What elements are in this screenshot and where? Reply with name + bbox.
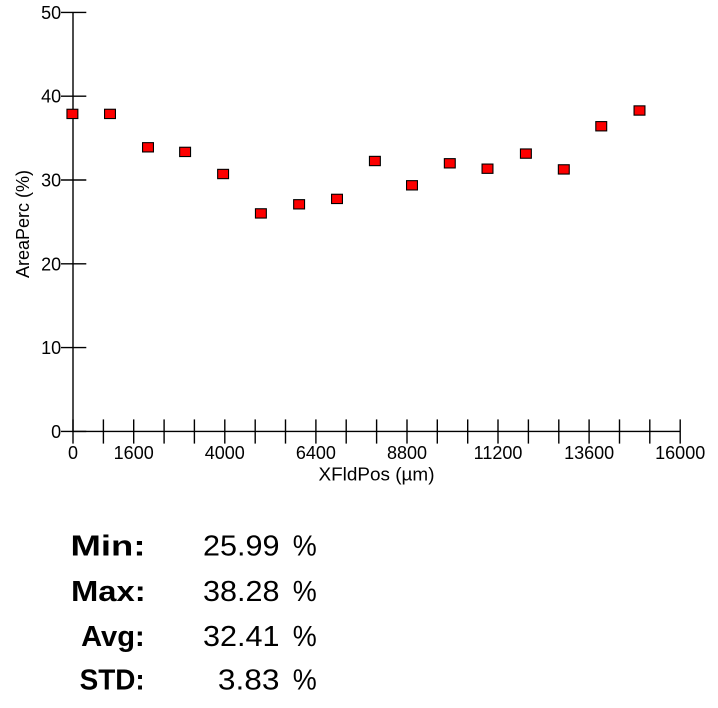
svg-text:1600: 1600: [114, 443, 154, 463]
svg-text:6400: 6400: [296, 443, 336, 463]
svg-text:32.41: 32.41: [203, 621, 280, 653]
svg-text:50: 50: [41, 3, 61, 23]
svg-text:0: 0: [68, 443, 78, 463]
svg-text:3.83: 3.83: [218, 665, 280, 697]
svg-text:Avg:: Avg:: [81, 621, 145, 653]
svg-text:4000: 4000: [205, 443, 245, 463]
svg-text:25.99: 25.99: [203, 531, 280, 563]
svg-text:STD:: STD:: [80, 665, 145, 697]
svg-text:%: %: [293, 665, 317, 697]
svg-text:%: %: [293, 576, 317, 608]
svg-text:8800: 8800: [387, 443, 427, 463]
svg-text:30: 30: [41, 171, 61, 191]
svg-text:11200: 11200: [474, 443, 523, 463]
svg-text:Max:: Max:: [71, 576, 146, 608]
svg-text:0: 0: [51, 422, 61, 442]
svg-text:40: 40: [41, 87, 61, 107]
svg-text:10: 10: [41, 338, 61, 358]
svg-text:38.28: 38.28: [203, 576, 280, 608]
svg-text:AreaPerc (%): AreaPerc (%): [13, 170, 33, 278]
svg-text:XFldPos (µm): XFldPos (µm): [319, 465, 435, 485]
svg-text:20: 20: [41, 254, 61, 274]
svg-text:16000: 16000: [655, 443, 705, 463]
svg-text:13600: 13600: [564, 443, 614, 463]
svg-text:%: %: [293, 621, 317, 653]
svg-text:%: %: [293, 531, 317, 563]
svg-text:Min:: Min:: [71, 531, 146, 563]
